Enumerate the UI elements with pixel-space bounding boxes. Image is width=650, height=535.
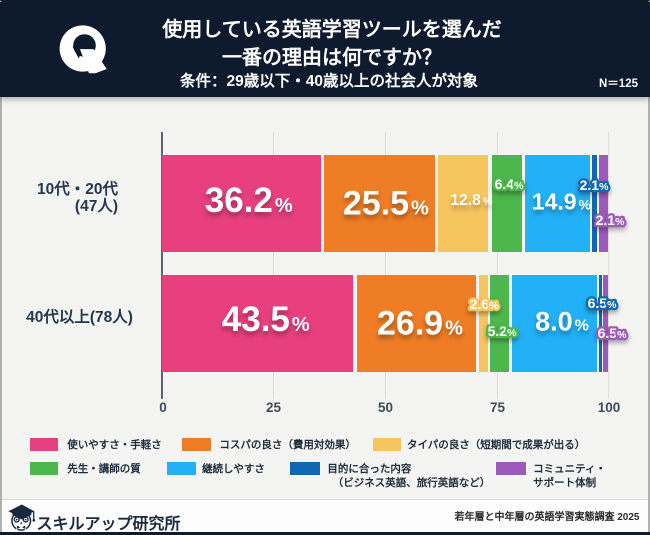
- svg-text:5.2%: 5.2%: [488, 323, 517, 339]
- svg-text:6.5%: 6.5%: [587, 295, 616, 311]
- svg-text:2.1%: 2.1%: [596, 212, 625, 228]
- svg-text:2.1%: 2.1%: [580, 177, 609, 193]
- svg-text:2.6%: 2.6%: [470, 296, 499, 312]
- svg-text:6.5%: 6.5%: [598, 325, 627, 341]
- svg-text:6.4%: 6.4%: [494, 176, 523, 192]
